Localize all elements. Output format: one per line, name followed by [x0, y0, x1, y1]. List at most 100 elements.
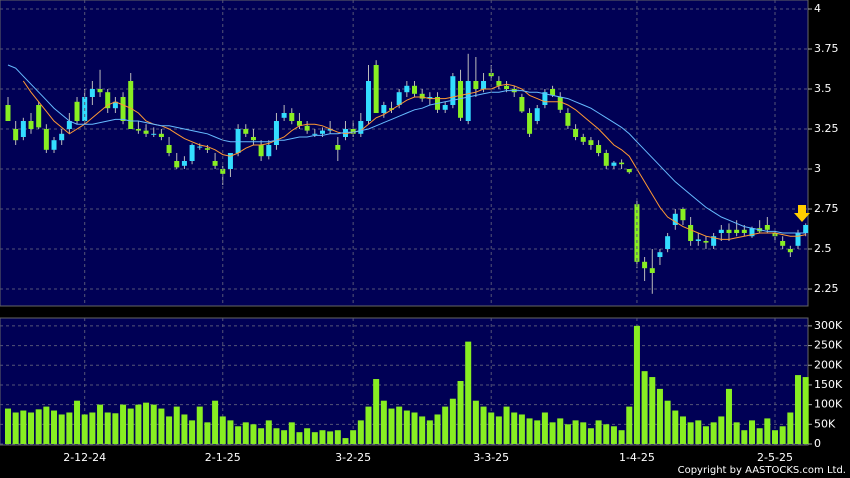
volume-bar — [365, 406, 372, 444]
candle-body — [28, 121, 34, 129]
volume-bar — [97, 404, 104, 444]
y-tick-label: 3.75 — [814, 42, 839, 55]
volume-bar — [795, 375, 802, 444]
candle-body — [450, 76, 456, 105]
volume-bar — [43, 406, 50, 444]
volume-bar — [595, 420, 602, 444]
candle-body — [527, 113, 533, 134]
candle-body — [465, 81, 471, 121]
candle-body — [481, 81, 487, 89]
candle-body — [389, 108, 394, 110]
candle-body — [66, 121, 72, 129]
volume-bar — [411, 412, 418, 444]
volume-bar — [679, 416, 686, 444]
volume-bar — [120, 404, 127, 444]
candle-body — [158, 133, 164, 137]
volume-bar — [610, 426, 617, 444]
candle-body — [419, 93, 425, 99]
x-tick-label: 2-12-24 — [63, 451, 106, 464]
volume-bar — [603, 424, 610, 444]
y-tick-label: 3.5 — [814, 82, 832, 95]
volume-bar — [227, 420, 234, 444]
volume-bar — [250, 424, 257, 444]
volume-bar — [741, 430, 748, 444]
volume-bar — [265, 420, 272, 444]
volume-bar — [633, 325, 640, 444]
volume-bar — [357, 420, 364, 444]
x-tick-label: 2-1-25 — [205, 451, 241, 464]
y-tick-label: 2.25 — [814, 282, 839, 295]
volume-bar — [396, 406, 403, 444]
candle-body — [105, 92, 111, 109]
volume-bar — [296, 432, 303, 444]
candle-body — [13, 129, 19, 141]
volume-bar — [626, 406, 633, 444]
volume-bar — [695, 420, 702, 444]
y-tick-label: 100K — [814, 398, 843, 411]
volume-bar — [173, 406, 180, 444]
candle-body — [565, 113, 571, 126]
volume-bar — [319, 430, 326, 444]
candle-body — [672, 213, 678, 225]
volume-bar — [472, 400, 479, 444]
candle-body — [619, 162, 625, 165]
y-tick-label: 2.75 — [814, 202, 839, 215]
candle-body — [711, 236, 717, 246]
candle-body — [204, 148, 210, 150]
volume-bar — [649, 377, 656, 444]
candle-body — [573, 129, 579, 137]
volume-bar — [89, 412, 96, 444]
volume-bar — [150, 404, 157, 444]
volume-bar — [127, 408, 134, 444]
volume-bar — [572, 420, 579, 444]
volume-bar — [802, 377, 809, 444]
candle-body — [749, 228, 755, 237]
volume-bar — [787, 412, 794, 444]
volume-bar — [518, 414, 525, 444]
candle-body — [243, 129, 249, 134]
candle-body — [258, 145, 264, 157]
candle-body — [197, 146, 203, 148]
volume-bar — [81, 414, 88, 444]
candle-body — [588, 140, 594, 145]
candle-body — [220, 169, 226, 174]
candle-body — [181, 161, 187, 166]
volume-bar — [434, 414, 441, 444]
candle-body — [412, 85, 418, 94]
volume-bar — [488, 412, 495, 444]
volume-bar — [580, 422, 587, 444]
candle-body — [166, 145, 172, 153]
volume-bar — [664, 400, 671, 444]
volume-bar — [534, 420, 541, 444]
candle-body — [365, 81, 371, 121]
candle-body — [342, 129, 348, 137]
volume-bar — [718, 416, 725, 444]
candle-body — [143, 130, 149, 134]
volume-bar — [419, 416, 426, 444]
volume-bar — [426, 420, 433, 444]
volume-bar — [687, 422, 694, 444]
volume-bar — [204, 422, 211, 444]
candle-body — [281, 113, 287, 118]
volume-bar — [526, 418, 533, 444]
volume-bar — [557, 418, 564, 444]
candle-body — [296, 121, 302, 126]
volume-bar — [672, 410, 679, 444]
candle-body — [634, 204, 640, 262]
candle-body — [327, 129, 333, 131]
volume-bar — [733, 422, 740, 444]
candle-body — [212, 161, 218, 166]
candle-body — [741, 229, 747, 233]
volume-bar — [304, 428, 311, 444]
volume-bar — [388, 408, 395, 444]
candle-body — [458, 81, 464, 118]
volume-bar — [288, 422, 295, 444]
volume-bar — [327, 431, 334, 444]
volume-bar — [334, 430, 341, 444]
candle-body — [734, 229, 740, 233]
candle-body — [266, 145, 272, 157]
candle-body — [151, 133, 157, 135]
candle-body — [335, 145, 341, 150]
candle-body — [542, 92, 548, 105]
volume-bar — [28, 412, 35, 444]
